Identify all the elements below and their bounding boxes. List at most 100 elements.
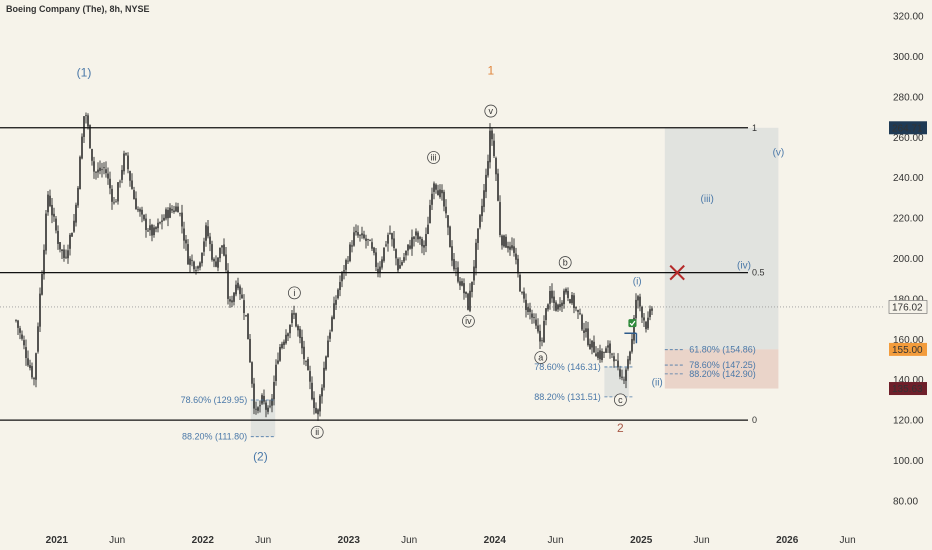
candle-body [225,254,227,271]
candle-body [381,259,383,268]
y-tick-label: 100.00 [893,456,924,467]
candle-body [233,292,235,302]
price-tag-label: 176.02 [892,302,923,313]
candle-body [283,341,285,346]
candle-body [509,246,511,250]
candle-body [499,202,501,235]
candle-body [623,379,625,381]
candle-body [397,258,399,271]
candle-body [407,244,409,251]
candle-body [303,346,305,360]
x-tick-label: Jun [840,535,856,546]
fib-label: 78.60% (129.95) [181,395,248,405]
candle-body [167,209,169,219]
candle-body [441,190,443,194]
candle-body [573,295,575,308]
wave-label-2: 2 [617,421,624,435]
candle-body [401,262,403,265]
candle-body [359,234,361,236]
candle-body [347,260,349,262]
candle-body [643,317,645,321]
candle-body [313,397,315,409]
wave-label-iii: (iii) [701,194,714,205]
candle-body [557,304,559,310]
candle-body [27,358,29,366]
candle-body [525,299,527,310]
candle-body [433,183,435,192]
wave-label-v-circle [484,104,498,118]
candle-body [537,325,539,332]
candle-body [37,326,39,352]
wave-label-c: c [618,395,623,405]
candle-body [589,343,591,349]
candle-body [265,402,267,410]
candle-body [159,222,161,224]
candle-body [257,407,259,411]
candle-body [107,173,109,179]
candle-body [491,130,493,140]
candle-body [411,237,413,249]
candle-body [57,230,59,244]
candle-body [275,364,277,381]
candle-body [345,260,347,270]
candle-body [575,307,577,309]
candle-body [353,232,355,246]
candle-body [641,306,643,318]
candle-body [527,307,529,312]
candle-body [43,249,45,275]
candle-body [211,244,213,260]
candle-body [299,328,301,338]
candle-body [235,284,237,295]
candle-body [223,244,225,256]
target-zone-red [664,349,779,389]
candle-body [607,345,609,348]
wave-label-2: (2) [253,449,268,463]
candle-body [315,407,317,413]
candle-body [243,300,245,314]
candle-body [157,222,159,229]
candle-body [453,259,455,270]
candle-body [219,247,221,259]
candle-body [601,351,603,361]
candle-body [209,236,211,245]
candle-body [535,319,537,326]
candle-body [25,347,27,359]
candle-body [611,353,613,355]
y-tick-label: 220.00 [893,214,924,225]
candle-body [593,341,595,353]
candle-body [213,259,215,262]
x-tick-label: Jun [401,535,417,546]
y-tick-label: 240.00 [893,173,924,184]
candle-body [481,205,483,217]
wave-label-ii: ii [315,427,319,437]
candle-body [425,234,427,246]
candle-body [127,155,129,170]
candle-body [451,246,453,261]
candle-body [187,244,189,265]
candle-body [279,347,281,361]
candle-body [469,290,471,311]
candle-body [139,209,141,212]
candle-body [197,266,199,269]
candle-body [227,270,229,299]
candle-body [271,398,273,406]
x-tick-label: 2021 [46,535,69,546]
candle-body [121,169,123,180]
candle-body [627,359,629,369]
level-label-1: 1 [752,123,757,133]
candle-body [649,309,651,318]
candle-body [317,409,319,415]
candle-body [141,209,143,215]
x-tick-label: Jun [548,535,564,546]
wave-label-iv: (iv) [737,261,751,272]
candle-body [131,180,133,189]
candle-body [549,290,551,304]
candle-body [371,242,373,249]
fib-label: 88.20% (142.90) [689,369,756,379]
candle-body [463,283,465,294]
candle-body [633,317,635,341]
price-tag-label: 155.00 [892,345,923,356]
candle-body [41,274,43,295]
candle-body [241,294,243,299]
